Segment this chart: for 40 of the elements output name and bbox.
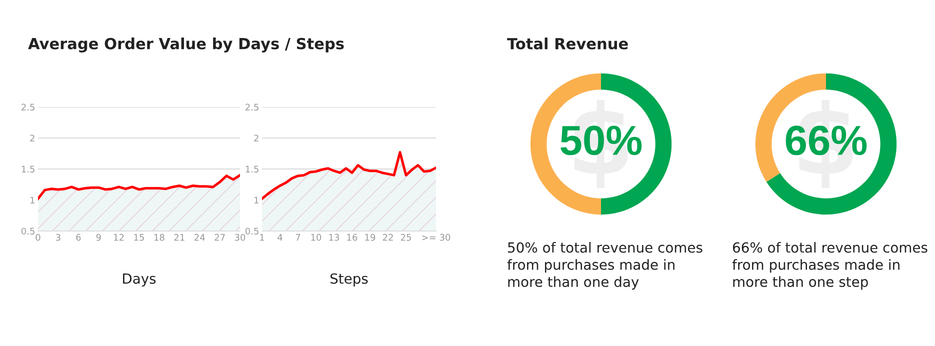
x-tick-label: 15 xyxy=(134,234,144,241)
x-tick-label: 27 xyxy=(214,234,225,241)
y-tick-label: 2.5 xyxy=(22,104,34,111)
text: 66% of total revenue comes from purchases made in more than one step xyxy=(732,242,928,290)
chart-title: Average Order Value by Days / Steps xyxy=(28,38,344,52)
y-tick-label: 0.5 xyxy=(21,228,34,235)
x-tick-label: 4 xyxy=(278,234,282,241)
x-tick-label: 1 xyxy=(260,234,264,241)
x-tick-label: 7 xyxy=(296,234,300,241)
x-tick-label: 3 xyxy=(56,234,60,241)
x-tick-label: 21 xyxy=(174,234,184,241)
x-tick-label: 16 xyxy=(347,234,358,241)
text: 50% of total revenue comes from purchases made in more than one day xyxy=(507,242,702,290)
x-tick-label: 24 xyxy=(194,234,205,241)
x-axis-title: Days xyxy=(123,274,156,287)
y-tick-label: 2 xyxy=(30,134,34,142)
x-tick-label: 30 xyxy=(234,234,246,241)
x-tick-label: 19 xyxy=(365,234,376,241)
x-tick-label: 9 xyxy=(96,234,101,241)
y-tick-label: 2.5 xyxy=(246,104,258,111)
y-tick-label: 1 xyxy=(30,196,34,204)
chart-title: Total Revenue xyxy=(507,38,628,50)
y-tick-label: 0.5 xyxy=(245,228,258,235)
y-tick-label: 1 xyxy=(254,196,258,204)
x-tick-label: 0 xyxy=(36,234,40,241)
x-tick-label: 10 xyxy=(311,234,322,241)
x-tick-label: 22 xyxy=(382,234,393,241)
text: 66% xyxy=(786,126,867,156)
donut-slice xyxy=(766,73,897,215)
x-tick-label: 18 xyxy=(154,234,164,241)
x-axis-title: Steps xyxy=(330,273,368,287)
y-tick-label: 1.5 xyxy=(246,166,258,173)
x-tick-label: 25 xyxy=(400,234,411,241)
x-tick-label: 12 xyxy=(114,234,124,241)
x-tick-label: >= 30 xyxy=(422,234,450,241)
y-tick-label: 1.5 xyxy=(22,166,34,173)
x-tick-label: 6 xyxy=(76,234,81,241)
y-tick-label: 2 xyxy=(254,134,258,142)
text: 50% xyxy=(560,126,642,156)
x-tick-label: 13 xyxy=(329,234,340,241)
